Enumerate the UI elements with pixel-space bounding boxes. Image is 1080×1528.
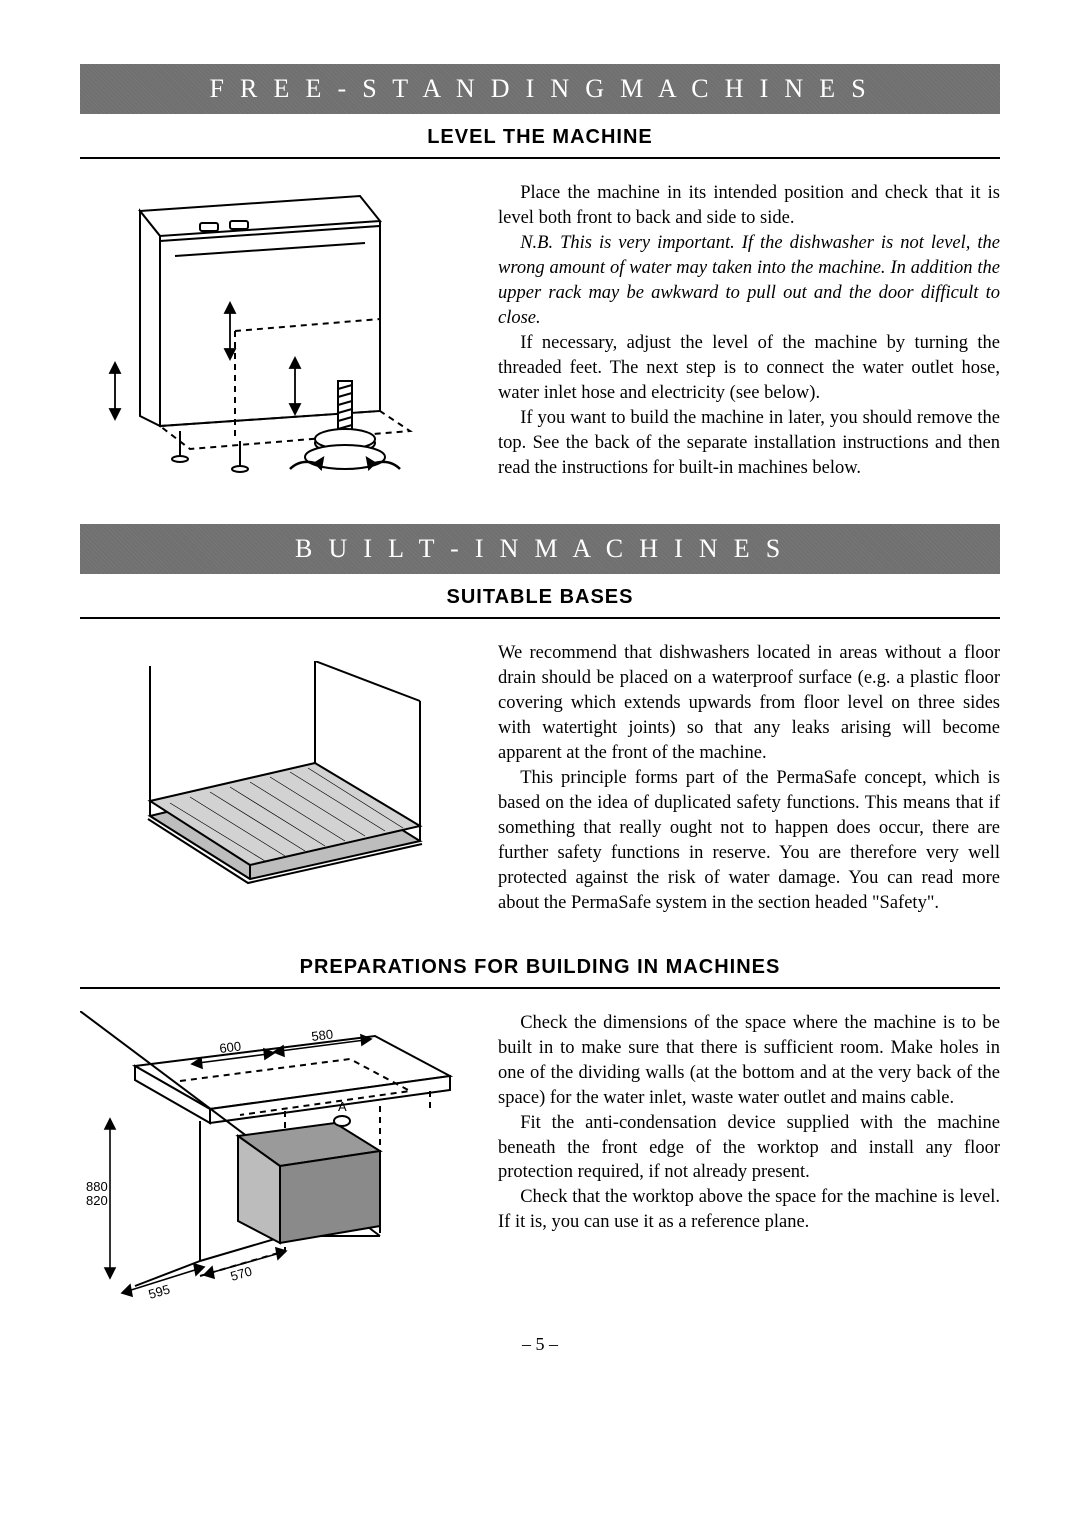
prep-p3: Check that the worktop above the space f…	[498, 1185, 1000, 1235]
svg-cavity: 880820 595 570 600 580 A	[80, 1011, 470, 1311]
svg-dishwasher-level	[80, 181, 470, 491]
dim-top-outer: 580	[311, 1026, 334, 1044]
section-title-level: LEVEL THE MACHINE	[80, 114, 1000, 157]
dim-top-inner: 600	[219, 1038, 242, 1056]
dim-height: 880820	[86, 1179, 108, 1208]
bases-p1: We recommend that dishwashers located in…	[498, 641, 1000, 766]
level-p3: If necessary, adjust the level of the ma…	[498, 331, 1000, 406]
figure-level-machine	[80, 181, 470, 496]
section-title-bases: SUITABLE BASES	[80, 574, 1000, 617]
banner-freestanding-text: F R E E - S T A N D I N G M A C H I N E …	[209, 74, 870, 103]
figure-tray-base	[80, 641, 470, 916]
level-p2: N.B. This is very important. If the dish…	[498, 231, 1000, 331]
section-title-prep: PREPARATIONS FOR BUILDING IN MACHINES	[80, 944, 1000, 987]
banner-builtin: B U I L T - I N M A C H I N E S	[80, 524, 1000, 574]
rule-level	[80, 157, 1000, 159]
prep-p2: Fit the anti-condensation device supplie…	[498, 1111, 1000, 1186]
row-level: Place the machine in its intended positi…	[80, 181, 1000, 496]
row-bases: We recommend that dishwashers located in…	[80, 641, 1000, 916]
text-level: Place the machine in its intended positi…	[498, 181, 1000, 496]
prep-p1: Check the dimensions of the space where …	[498, 1011, 1000, 1111]
level-p1: Place the machine in its intended positi…	[498, 181, 1000, 231]
text-bases: We recommend that dishwashers located in…	[498, 641, 1000, 916]
svg-tray	[130, 661, 440, 891]
level-p4: If you want to build the machine in late…	[498, 406, 1000, 481]
bases-p2: This principle forms part of the PermaSa…	[498, 766, 1000, 916]
rule-bases	[80, 617, 1000, 619]
text-prep: Check the dimensions of the space where …	[498, 1011, 1000, 1316]
banner-freestanding: F R E E - S T A N D I N G M A C H I N E …	[80, 64, 1000, 114]
rule-prep	[80, 987, 1000, 989]
figure-cavity-dims: 880820 595 570 600 580 A	[80, 1011, 470, 1316]
banner-builtin-text: B U I L T - I N M A C H I N E S	[295, 534, 785, 563]
row-prep: 880820 595 570 600 580 A Check the dimen…	[80, 1011, 1000, 1316]
marker-a: A	[338, 1099, 347, 1114]
page-number: – 5 –	[80, 1334, 1000, 1355]
